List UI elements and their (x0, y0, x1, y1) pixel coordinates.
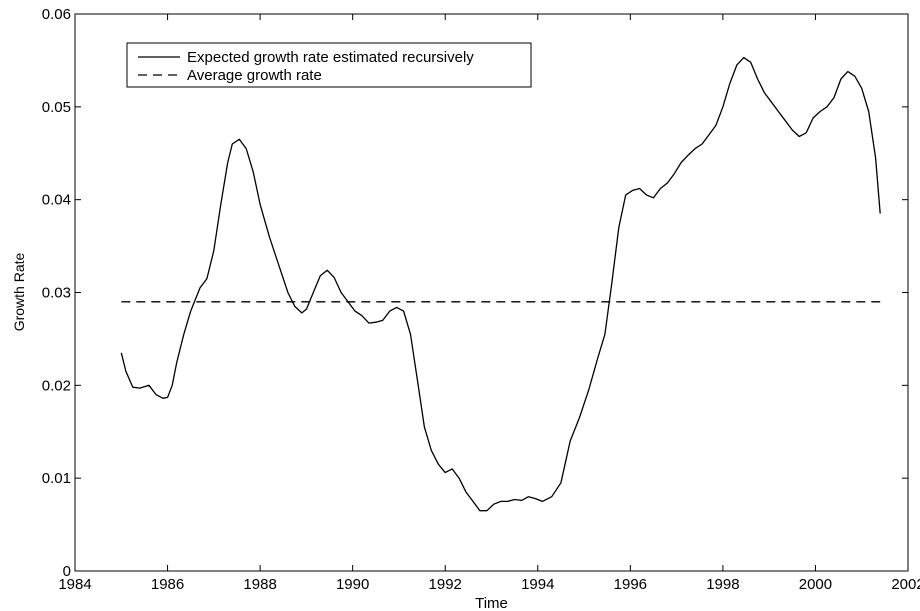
x-tick-label: 1988 (243, 576, 276, 593)
x-tick-label: 1996 (614, 576, 647, 593)
x-tick-label: 1986 (151, 576, 184, 593)
x-tick-label: 1990 (336, 576, 369, 593)
y-tick-label: 0.06 (42, 6, 71, 23)
y-axis: 0 0.01 0.02 0.03 0.04 0.05 0.06 (42, 6, 908, 580)
legend-box (126, 42, 532, 88)
y-tick-label: 0.03 (42, 285, 71, 302)
y-tick-label: 0 (63, 563, 71, 580)
x-axis: 1984 1986 1988 1990 1992 1994 1996 1998 2000 2002 (58, 14, 920, 593)
x-axis-label: Time (475, 595, 508, 611)
x-tick-label: 1998 (706, 576, 739, 593)
x-tick-label: 2000 (799, 576, 832, 593)
y-tick-label: 0.05 (42, 99, 71, 116)
plot-area-frame (74, 13, 909, 572)
y-tick-label: 0.02 (42, 377, 71, 394)
y-axis-label: Growth Rate (11, 252, 27, 331)
x-tick-label: 1984 (58, 576, 91, 593)
y-tick-label: 0.04 (42, 192, 71, 209)
legend: Expected growth rate estimated recursive… (126, 42, 532, 88)
series-line-expected-growth (120, 56, 881, 512)
x-tick-label: 2002 (891, 576, 920, 593)
legend-label-expected: Expected growth rate estimated recursive… (187, 49, 474, 66)
legend-label-average: Average growth rate (187, 67, 322, 84)
y-tick-label: 0.01 (42, 470, 71, 487)
x-tick-label: 1992 (429, 576, 462, 593)
x-tick-label: 1994 (521, 576, 554, 593)
series-layer (120, 56, 881, 512)
